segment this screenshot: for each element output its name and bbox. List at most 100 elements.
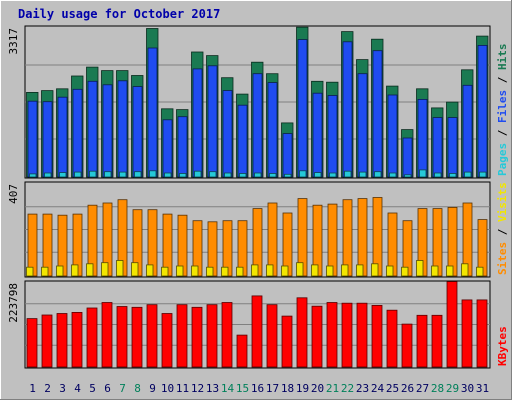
- bar-kbytes-day-2: [41, 314, 53, 368]
- x-tick-label: 2: [44, 382, 51, 395]
- bar-files-day-26: [402, 137, 413, 178]
- x-tick-label: 17: [266, 382, 279, 395]
- x-tick-label: 26: [401, 382, 414, 395]
- panel-kbytes: 223798 KBytes: [7, 280, 509, 369]
- x-tick-label: 28: [431, 382, 444, 395]
- bar-kbytes-day-14: [221, 302, 233, 368]
- x-tick-label: 12: [191, 382, 204, 395]
- bar-visits-day-25: [386, 265, 394, 277]
- bar-pages-day-22: [344, 170, 352, 178]
- bar-visits-day-30: [461, 263, 469, 277]
- bar-visits-day-1: [26, 266, 34, 277]
- bar-visits-day-10: [161, 266, 169, 277]
- bar-visits-day-31: [476, 266, 484, 277]
- panel-sites-visits: 407 Sites / Visits: [7, 181, 509, 278]
- x-tick-label: 27: [416, 382, 429, 395]
- bar-visits-day-4: [71, 264, 79, 277]
- bar-files-day-9: [147, 47, 158, 178]
- bar-pages-day-21: [329, 172, 337, 178]
- bar-pages-day-19: [299, 170, 307, 178]
- bar-kbytes-day-28: [431, 314, 443, 368]
- bar-pages-day-30: [464, 171, 472, 178]
- axis-label-kbytes: KBytes: [496, 326, 509, 366]
- bar-sites-day-23: [357, 198, 368, 277]
- bar-pages-day-24: [374, 171, 382, 178]
- bar-kbytes-day-21: [326, 302, 338, 368]
- bar-pages-day-20: [314, 172, 322, 178]
- bar-sites-day-2: [42, 213, 53, 277]
- x-tick-label: 13: [206, 382, 219, 395]
- bar-pages-day-3: [59, 172, 67, 178]
- x-tick-label: 22: [341, 382, 354, 395]
- bar-files-day-17: [267, 82, 278, 178]
- bar-kbytes-day-27: [416, 314, 428, 368]
- bar-kbytes-day-25: [386, 309, 398, 368]
- x-tick-label: 8: [134, 382, 141, 395]
- bar-pages-day-16: [254, 172, 262, 178]
- axis-label-hits: Hits: [496, 44, 509, 71]
- bar-visits-day-20: [311, 264, 319, 277]
- bar-files-day-1: [27, 100, 38, 178]
- x-tick-label: 20: [311, 382, 324, 395]
- bar-kbytes-day-24: [371, 304, 383, 368]
- chart-panels: 3317 Pages / Files / Hits 407 Sites / Visit…: [7, 25, 509, 369]
- bar-pages-day-18: [284, 173, 292, 178]
- x-tick-label: 23: [356, 382, 369, 395]
- bar-files-day-16: [252, 73, 263, 178]
- bar-pages-day-9: [149, 170, 157, 178]
- bar-files-day-10: [162, 119, 173, 178]
- x-tick-label: 30: [461, 382, 474, 395]
- bar-kbytes-day-3: [56, 313, 68, 368]
- bar-files-day-25: [387, 94, 398, 178]
- bar-kbytes-day-4: [71, 311, 83, 368]
- bar-kbytes-day-11: [176, 304, 188, 368]
- right-axis-label-sites-visits: Sites / Visits: [496, 182, 509, 275]
- x-tick-label: 31: [476, 382, 489, 395]
- bar-files-day-19: [297, 39, 308, 178]
- bar-pages-day-15: [239, 173, 247, 178]
- bar-visits-day-11: [176, 265, 184, 277]
- bar-kbytes-day-8: [131, 306, 143, 368]
- bar-files-day-29: [447, 117, 458, 178]
- x-tick-label: 16: [251, 382, 264, 395]
- bar-visits-day-26: [401, 266, 409, 277]
- right-axis-label-pages-files-hits: Pages / Files / Hits: [496, 44, 509, 177]
- bar-files-day-13: [207, 65, 218, 178]
- bar-visits-day-24: [371, 263, 379, 277]
- bar-pages-day-29: [449, 173, 457, 178]
- bar-kbytes-day-15: [236, 334, 248, 368]
- bar-kbytes-day-13: [206, 304, 218, 368]
- bar-kbytes-day-17: [266, 304, 278, 368]
- bar-pages-day-10: [164, 172, 172, 178]
- axis-label-files: Files: [496, 90, 509, 123]
- bar-pages-day-26: [404, 174, 412, 178]
- bar-pages-day-13: [209, 171, 217, 178]
- x-tick-label: 19: [296, 382, 309, 395]
- bar-visits-day-2: [41, 266, 49, 277]
- bar-files-day-18: [282, 133, 293, 178]
- bar-files-day-7: [117, 80, 128, 178]
- bar-visits-day-9: [146, 264, 154, 277]
- bar-files-day-24: [372, 50, 383, 178]
- bar-visits-day-17: [266, 264, 274, 277]
- bar-files-day-27: [417, 99, 428, 178]
- axis-label-separator: /: [496, 222, 509, 242]
- bar-files-day-14: [222, 90, 233, 178]
- bar-pages-day-12: [194, 170, 202, 178]
- bar-files-day-22: [342, 41, 353, 178]
- bar-visits-day-18: [281, 265, 289, 277]
- bar-sites-day-10: [162, 213, 173, 277]
- x-tick-label: 7: [119, 382, 126, 395]
- bar-pages-day-6: [104, 171, 112, 178]
- bar-pages-day-4: [74, 171, 82, 178]
- bar-kbytes-day-5: [86, 307, 98, 368]
- bar-pages-day-27: [419, 169, 427, 178]
- bar-visits-day-27: [416, 260, 424, 277]
- bar-files-day-12: [192, 68, 203, 178]
- bar-kbytes-day-18: [281, 315, 293, 368]
- bar-pages-day-11: [179, 173, 187, 178]
- bar-files-day-5: [87, 80, 98, 178]
- bar-visits-day-12: [191, 265, 199, 277]
- y-max-label: 223798: [7, 283, 20, 323]
- chart-title: Daily usage for October 2017: [18, 7, 220, 21]
